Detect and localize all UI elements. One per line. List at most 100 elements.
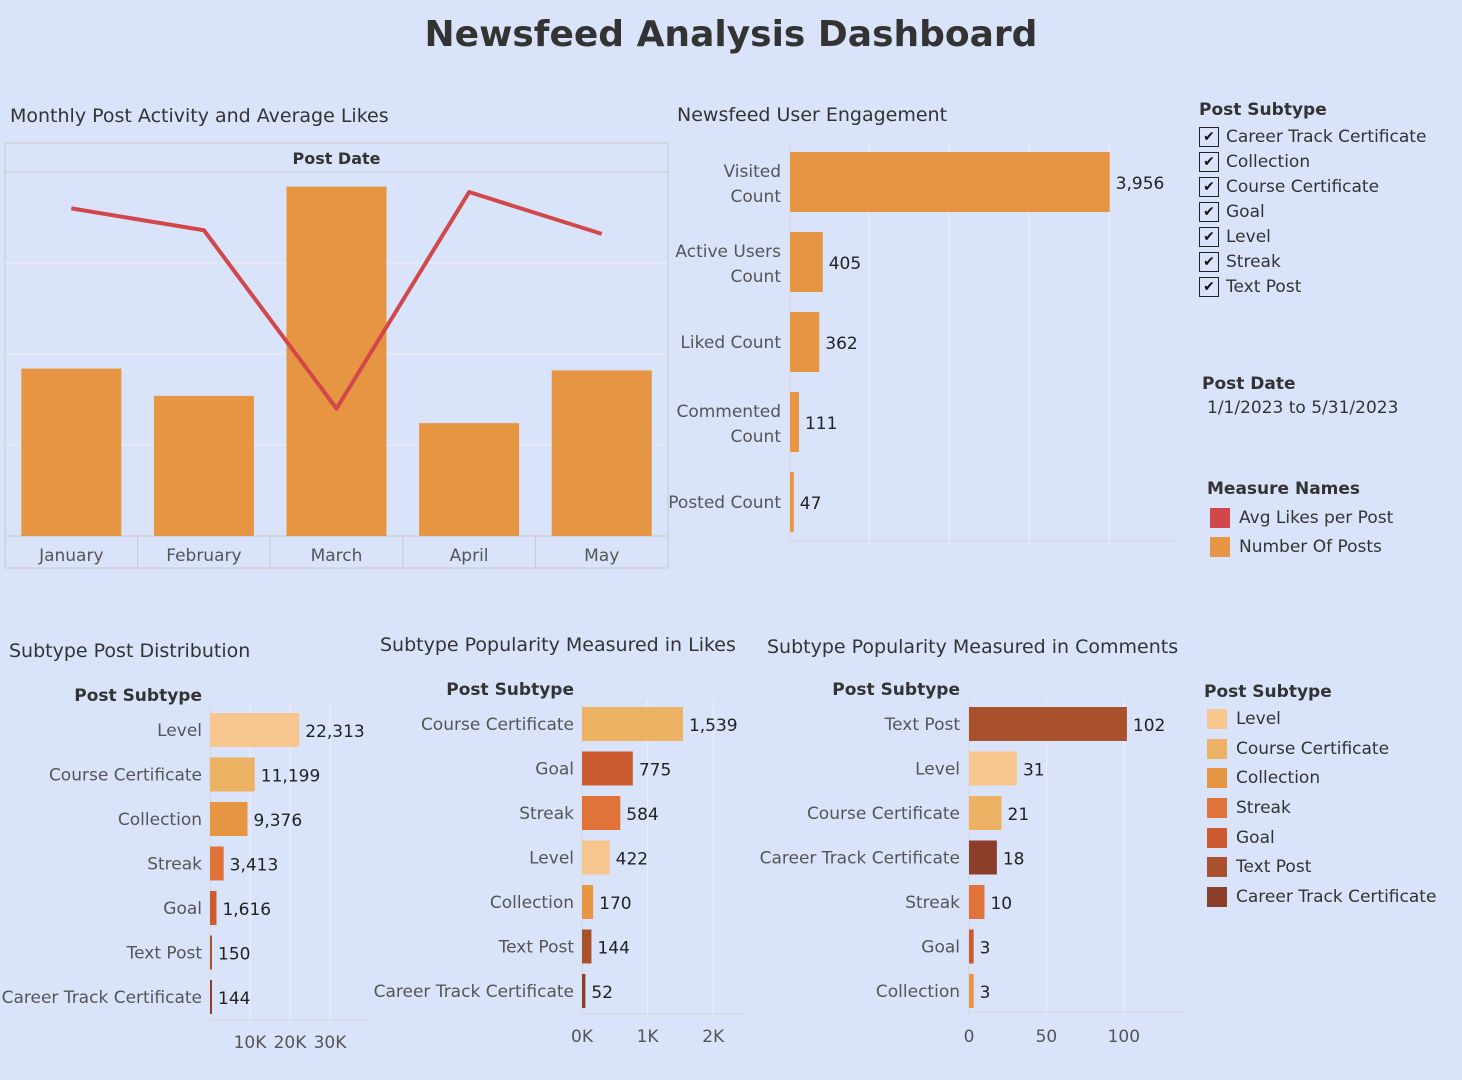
monthly-avg-likes-line xyxy=(70,190,603,411)
legend-item-avg-likes-per-post[interactable]: Avg Likes per Post xyxy=(1207,503,1393,532)
comments-tick-1: 50 xyxy=(1036,1027,1058,1047)
legend-label: Avg Likes per Post xyxy=(1239,507,1394,528)
checkbox-collection[interactable]: ✔ xyxy=(1199,151,1219,172)
distribution-value-course-certificate: 11,199 xyxy=(261,767,320,787)
checkbox-goal[interactable]: ✔ xyxy=(1199,201,1219,222)
distribution-tick-1: 20K xyxy=(274,1033,308,1053)
legend-label: Course Certificate xyxy=(1236,738,1390,759)
legend-item-career-track-certificate[interactable]: Career Track Certificate xyxy=(1204,882,1436,912)
comments-value-goal: 3 xyxy=(980,939,991,959)
comments-bar-goal xyxy=(969,929,974,964)
comments-label-goal: Goal xyxy=(921,938,960,958)
monthly-frame xyxy=(4,142,669,569)
distribution-value-goal: 1,616 xyxy=(222,900,271,920)
monthly-bar-january xyxy=(21,368,122,536)
legend-item-number-of-posts[interactable]: Number Of Posts xyxy=(1207,532,1393,561)
legend-item-collection[interactable]: Collection xyxy=(1204,763,1436,793)
legend-item-level[interactable]: Level xyxy=(1204,704,1436,734)
dashboard-title: Newsfeed Analysis Dashboard xyxy=(424,14,1038,55)
legend-swatch-course-certificate xyxy=(1207,738,1227,759)
distribution-label-goal: Goal xyxy=(163,899,202,919)
comments-bar-career-track-certificate xyxy=(969,840,997,875)
legend-label: Goal xyxy=(1236,827,1275,848)
comments-value-career-track-certificate: 18 xyxy=(1003,850,1025,870)
legend-label: Number Of Posts xyxy=(1239,536,1382,557)
date-filter-value[interactable]: 1/1/2023 to 5/31/2023 xyxy=(1207,398,1399,418)
subtype-filter-item-career-track-certificate[interactable]: ✔ Career Track Certificate xyxy=(1199,124,1426,149)
subtype-filter: Post Subtype ✔ Career Track Certificate ✔ C… xyxy=(1199,100,1426,299)
distribution-label-course-certificate: Course Certificate xyxy=(49,766,202,786)
distribution-chart-title: Subtype Post Distribution xyxy=(9,640,251,662)
subtype-filter-item-collection[interactable]: ✔ Collection xyxy=(1199,149,1426,174)
likes-chart-title: Subtype Popularity Measured in Likes xyxy=(380,634,736,656)
subtype-filter-item-course-certificate[interactable]: ✔ Course Certificate xyxy=(1199,174,1426,199)
comments-header: Post Subtype xyxy=(832,680,960,700)
likes-value-career-track-certificate: 52 xyxy=(591,983,613,1003)
comments-value-text-post: 102 xyxy=(1133,716,1165,736)
comments-bar-collection xyxy=(969,974,974,1008)
likes-bar-goal xyxy=(582,751,633,786)
distribution-label-collection: Collection xyxy=(118,810,202,830)
engagement-value-commented-count: 111 xyxy=(805,414,837,434)
likes-bar-text-post xyxy=(582,929,592,964)
likes-tick-2: 2K xyxy=(702,1027,725,1047)
engagement-chart-title: Newsfeed User Engagement xyxy=(677,104,948,126)
engagement-bar-active-users-count xyxy=(790,232,823,292)
likes-header: Post Subtype xyxy=(446,680,574,700)
monthly-tick-january: January xyxy=(38,546,103,566)
engagement-value-active-users-count: 405 xyxy=(829,254,861,274)
checkbox-text-post[interactable]: ✔ xyxy=(1199,276,1219,297)
subtype-filter-item-level[interactable]: ✔ Level xyxy=(1199,224,1426,249)
likes-value-streak: 584 xyxy=(626,805,658,825)
distribution-bar-career-track-certificate xyxy=(210,980,212,1014)
checkbox-course-certificate[interactable]: ✔ xyxy=(1199,176,1219,197)
likes-tick-0: 0K xyxy=(571,1027,594,1047)
monthly-tick-april: April xyxy=(450,546,489,566)
comments-label-collection: Collection xyxy=(876,982,960,1002)
engagement-label-active-users-count-line2: Count xyxy=(731,267,782,287)
monthly-chart-title: Monthly Post Activity and Average Likes xyxy=(10,105,389,127)
legend-item-goal[interactable]: Goal xyxy=(1204,823,1436,853)
engagement-value-liked-count: 362 xyxy=(825,334,857,354)
legend-item-course-certificate[interactable]: Course Certificate xyxy=(1204,734,1436,764)
comments-tick-2: 100 xyxy=(1108,1027,1140,1047)
distribution-bar-course-certificate xyxy=(210,757,255,792)
subtype-filter-title: Post Subtype xyxy=(1199,100,1327,120)
comments-label-course-certificate: Course Certificate xyxy=(807,804,960,824)
engagement-label-active-users-count-line1: Active Users xyxy=(675,242,781,262)
legend-item-streak[interactable]: Streak xyxy=(1204,793,1436,823)
likes-bar-level xyxy=(582,840,610,875)
likes-value-text-post: 144 xyxy=(597,939,629,959)
likes-tick-1: 1K xyxy=(637,1027,660,1047)
checkbox-level[interactable]: ✔ xyxy=(1199,226,1219,247)
date-filter: Post Date 1/1/2023 to 5/31/2023 xyxy=(1202,374,1398,418)
legend-item-text-post[interactable]: Text Post xyxy=(1204,852,1436,882)
likes-bar-course-certificate xyxy=(582,707,683,741)
subtype-filter-label: Text Post xyxy=(1226,276,1302,297)
checkbox-streak[interactable]: ✔ xyxy=(1199,251,1219,272)
distribution-bar-streak xyxy=(210,846,224,881)
comments-bar-text-post xyxy=(969,707,1127,741)
subtype-filter-item-text-post[interactable]: ✔ Text Post xyxy=(1199,274,1426,299)
checkbox-career-track-certificate[interactable]: ✔ xyxy=(1199,126,1219,147)
measure-legend-title: Measure Names xyxy=(1207,479,1361,499)
engagement-value-visited-count: 3,956 xyxy=(1116,174,1165,194)
likes-label-career-track-certificate: Career Track Certificate xyxy=(374,982,574,1002)
likes-value-course-certificate: 1,539 xyxy=(689,716,738,736)
engagement-bar-posted-count xyxy=(790,472,794,532)
subtype-filter-item-streak[interactable]: ✔ Streak xyxy=(1199,249,1426,274)
distribution-value-text-post: 150 xyxy=(218,945,250,965)
legend-swatch-career-track-certificate xyxy=(1207,886,1227,907)
distribution-label-career-track-certificate: Career Track Certificate xyxy=(2,988,202,1008)
likes-label-streak: Streak xyxy=(519,804,574,824)
subtype-filter-item-goal[interactable]: ✔ Goal xyxy=(1199,199,1426,224)
subtype-legend-title: Post Subtype xyxy=(1204,682,1332,702)
distribution-bar-level xyxy=(210,713,300,747)
likes-bar-career-track-certificate xyxy=(582,974,586,1008)
legend-swatch-streak xyxy=(1207,797,1227,818)
comments-label-streak: Streak xyxy=(905,893,960,913)
